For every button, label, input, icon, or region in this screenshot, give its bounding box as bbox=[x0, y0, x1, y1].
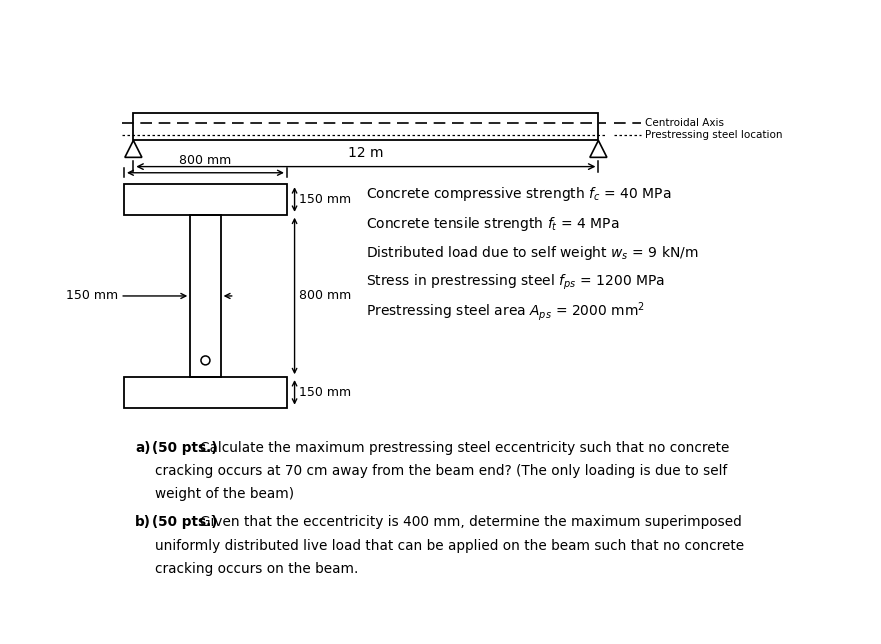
Text: 150 mm: 150 mm bbox=[300, 193, 352, 206]
Text: Calculate the maximum prestressing steel eccentricity such that no concrete: Calculate the maximum prestressing steel… bbox=[200, 440, 729, 455]
Text: cracking occurs on the beam.: cracking occurs on the beam. bbox=[155, 562, 359, 576]
Text: Centroidal Axis: Centroidal Axis bbox=[645, 118, 724, 128]
Text: a): a) bbox=[135, 440, 151, 455]
Bar bbox=[190, 214, 221, 377]
Text: b): b) bbox=[135, 515, 151, 529]
Text: (50 pts.): (50 pts.) bbox=[152, 440, 218, 455]
Bar bbox=[124, 184, 287, 214]
Text: cracking occurs at 70 cm away from the beam end? (The only loading is due to sel: cracking occurs at 70 cm away from the b… bbox=[155, 464, 728, 478]
Text: 800 mm: 800 mm bbox=[300, 289, 352, 303]
Text: 800 mm: 800 mm bbox=[180, 154, 232, 167]
Text: uniformly distributed live load that can be applied on the beam such that no con: uniformly distributed live load that can… bbox=[155, 538, 744, 553]
Text: Prestressing steel area $A_{ps}$ = 2000 mm$^2$: Prestressing steel area $A_{ps}$ = 2000 … bbox=[366, 300, 645, 323]
Text: 12 m: 12 m bbox=[348, 146, 383, 160]
Text: 150 mm: 150 mm bbox=[300, 386, 352, 399]
Text: Given that the eccentricity is 400 mm, determine the maximum superimposed: Given that the eccentricity is 400 mm, d… bbox=[200, 515, 742, 529]
Bar bbox=[124, 377, 287, 408]
Text: Distributed load due to self weight $w_s$ = 9 kN/m: Distributed load due to self weight $w_s… bbox=[366, 244, 699, 262]
Text: Concrete compressive strength $f_c$ = 40 MPa: Concrete compressive strength $f_c$ = 40… bbox=[366, 185, 671, 204]
Bar bbox=[133, 113, 598, 140]
Text: Concrete tensile strength $f_t$ = 4 MPa: Concrete tensile strength $f_t$ = 4 MPa bbox=[366, 214, 619, 232]
Text: Prestressing steel location: Prestressing steel location bbox=[645, 130, 782, 140]
Text: Stress in prestressing steel $f_{ps}$ = 1200 MPa: Stress in prestressing steel $f_{ps}$ = … bbox=[366, 272, 665, 292]
Text: (50 pts.): (50 pts.) bbox=[152, 515, 218, 529]
Text: 150 mm: 150 mm bbox=[66, 289, 118, 303]
Text: weight of the beam): weight of the beam) bbox=[155, 487, 294, 501]
